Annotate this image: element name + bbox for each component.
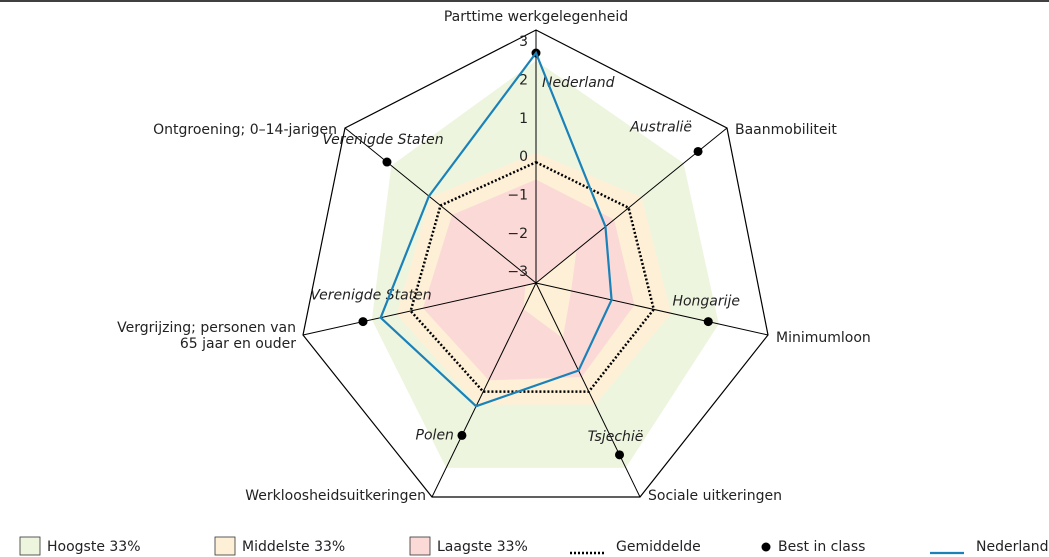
axis-label: Ontgroening; 0–14-jarigen	[153, 122, 337, 138]
r-tick-label: 2	[519, 73, 528, 89]
axis-label: Baanmobiliteit	[735, 122, 837, 138]
best-in-class-label: Tsjechië	[588, 429, 644, 445]
axis-label: Werkloosheidsuitkeringen	[245, 488, 426, 504]
average-line	[409, 160, 656, 393]
best-in-class-label: Polen	[416, 427, 454, 443]
legend-swatch	[409, 536, 431, 556]
best-in-class-label: Verenigde Staten	[322, 132, 443, 148]
band	[423, 179, 635, 381]
r-tick-label: 3	[519, 34, 528, 50]
r-tick-label: 0	[519, 149, 528, 165]
best-in-class-point	[382, 157, 392, 167]
legend-label: Hoogste 33%	[47, 539, 141, 555]
legend-label: Nederland	[976, 539, 1049, 555]
legend-label: Laagste 33%	[437, 539, 528, 555]
legend-swatch	[761, 542, 771, 552]
r-tick-label: −1	[507, 188, 528, 204]
legend-label: Middelste 33%	[242, 539, 345, 555]
axis-label: Minimumloon	[776, 330, 871, 346]
best-in-class-point	[703, 317, 713, 327]
best-in-class-label: Hongarije	[672, 294, 740, 310]
legend-label: Best in class	[778, 539, 865, 555]
r-tick-label: −2	[507, 226, 528, 242]
legend-label: Gemiddelde	[616, 539, 701, 555]
best-in-class-label: Verenigde Staten	[310, 288, 431, 304]
best-in-class-point	[615, 450, 625, 460]
axis-label: Sociale uitkeringen	[648, 488, 782, 504]
legend-swatch	[214, 536, 236, 556]
best-in-class-label: Australië	[629, 119, 692, 135]
best-in-class-point	[457, 430, 467, 440]
axis-line	[302, 282, 537, 336]
axis-line	[535, 282, 769, 336]
best-in-class-label: Nederland	[542, 75, 615, 91]
axis-label: Parttime werkgelegenheid	[443, 9, 629, 25]
best-in-class-point	[693, 146, 703, 156]
axis-label: Vergrijzing; personen van 65 jaar en oud…	[117, 320, 296, 352]
axis-line	[431, 282, 537, 498]
best-in-class-point	[358, 317, 368, 327]
legend-swatch	[19, 536, 41, 556]
r-tick-label: 1	[519, 111, 528, 127]
r-tick-label: −3	[507, 264, 528, 280]
axis-line	[535, 282, 641, 498]
radar-frame	[302, 29, 769, 498]
nederland-line	[379, 50, 613, 408]
